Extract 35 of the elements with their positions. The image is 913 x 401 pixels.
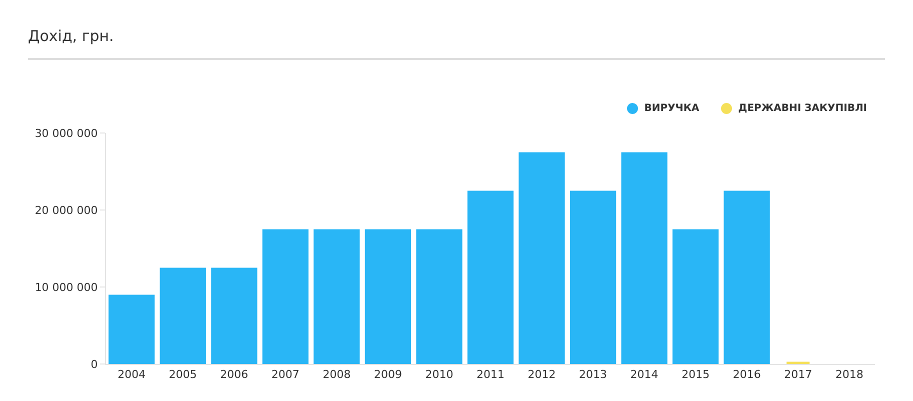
chart-title: Дохід, грн. (28, 27, 114, 45)
x-tick-label: 2005 (168, 368, 197, 382)
legend-label: ДЕРЖАВНІ ЗАКУПІВЛІ (738, 103, 867, 114)
legend-label: ВИРУЧКА (644, 103, 700, 114)
bar (262, 229, 308, 364)
bar (160, 268, 206, 364)
x-tick-label: 2013 (579, 368, 608, 382)
bar (416, 229, 462, 364)
x-tick-label: 2010 (425, 368, 454, 382)
x-tick-label: 2016 (732, 368, 761, 382)
x-tick-label: 2008 (322, 368, 351, 382)
bar (108, 294, 155, 364)
x-tick-label: 2009 (374, 368, 402, 382)
bar (621, 152, 668, 364)
x-tick-label: 2007 (271, 368, 300, 382)
y-tick-label: 30 000 000 (34, 126, 98, 140)
bar (672, 229, 719, 364)
bar (364, 229, 412, 364)
y-tick-label: 10 000 000 (34, 280, 98, 294)
y-tick-label: 20 000 000 (34, 204, 98, 217)
bar (467, 190, 514, 364)
x-tick-label: 2017 (784, 368, 812, 382)
bar (518, 152, 565, 364)
bar (570, 190, 616, 364)
bar (314, 229, 360, 364)
bar (211, 268, 258, 364)
x-tick-label: 2014 (630, 368, 658, 382)
bar (724, 190, 770, 364)
x-tick-label: 2015 (682, 368, 710, 382)
x-tick-label: 2011 (476, 368, 504, 382)
y-tick-label: 0 (90, 358, 98, 371)
x-tick-label: 2006 (220, 368, 248, 382)
x-tick-label: 2012 (528, 368, 556, 382)
x-tick-label: 2004 (118, 368, 146, 382)
x-tick-label: 2018 (835, 368, 864, 382)
